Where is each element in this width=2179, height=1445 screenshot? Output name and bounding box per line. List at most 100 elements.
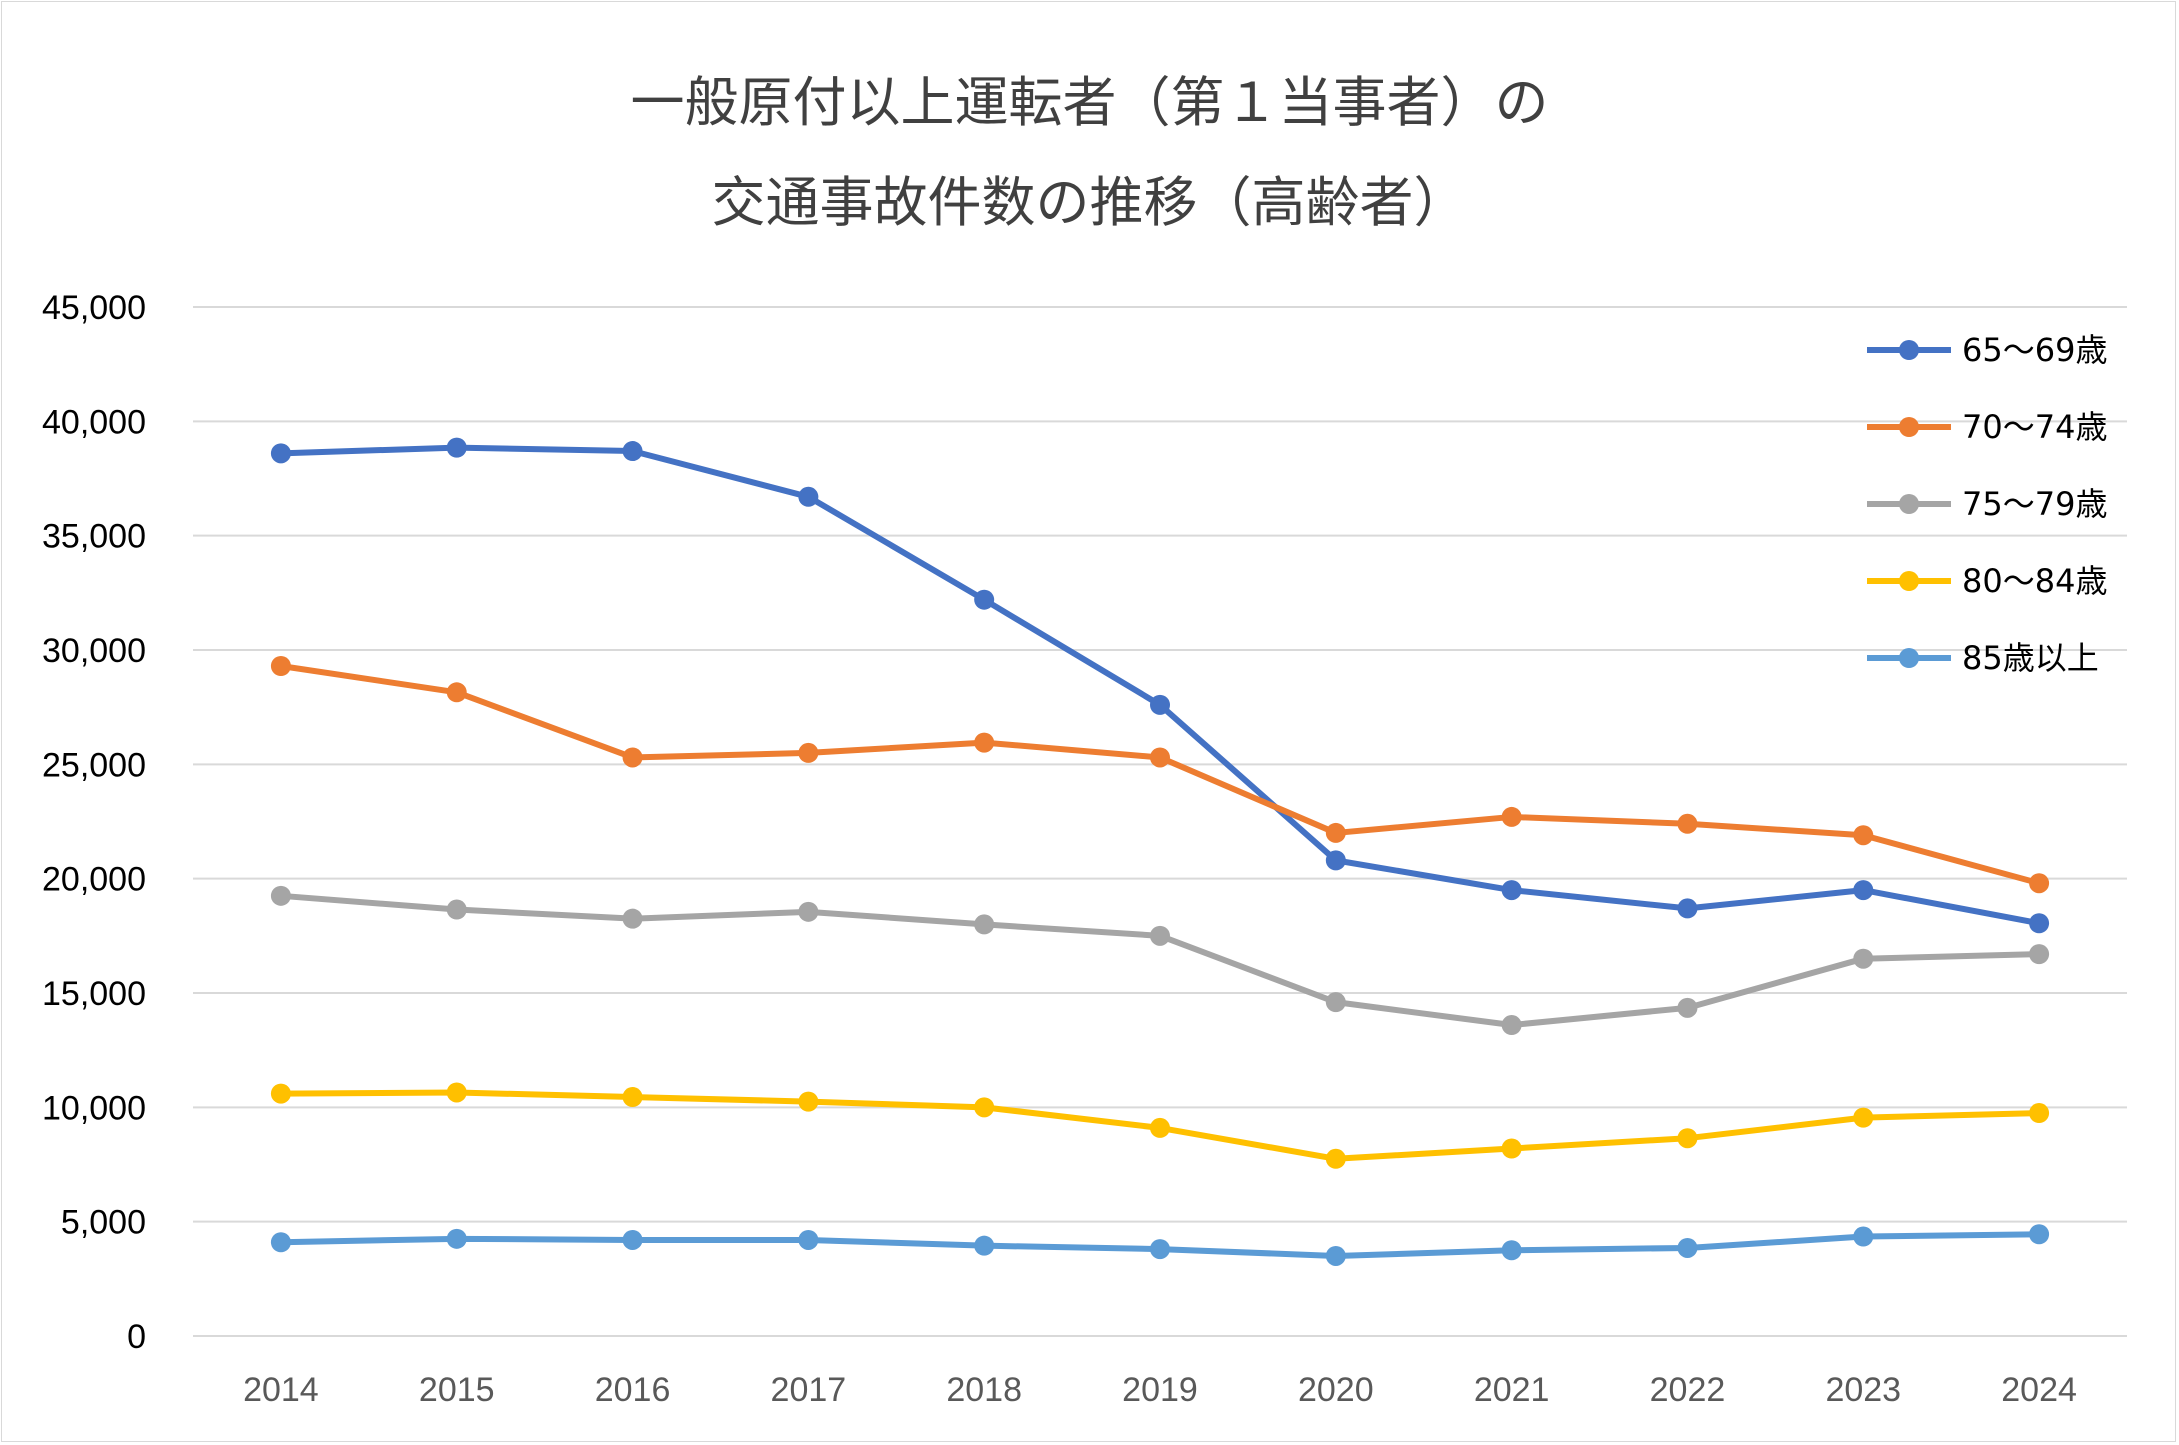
y-tick-label: 20,000 xyxy=(42,861,146,899)
data-point xyxy=(446,437,467,458)
y-tick-label: 40,000 xyxy=(42,403,146,441)
data-point xyxy=(270,885,291,906)
legend-swatch-marker xyxy=(1899,417,1919,437)
y-tick-label: 10,000 xyxy=(42,1089,146,1127)
data-point xyxy=(446,899,467,920)
chart-title-line-1: 一般原付以上運転者（第１当事者）の xyxy=(630,71,1549,134)
legend-swatch-marker xyxy=(1899,494,1919,514)
y-tick-label: 5,000 xyxy=(61,1204,146,1242)
legend-swatch-marker xyxy=(1899,648,1919,668)
data-point xyxy=(622,747,643,768)
x-tick-label: 2024 xyxy=(2001,1371,2077,1409)
x-tick-label: 2022 xyxy=(1650,1371,1726,1409)
data-point xyxy=(798,1229,819,1250)
y-axis-ticks: 0 5,000 10,000 15,000 20,000 25,000 30,000 35,0… xyxy=(42,289,146,1356)
x-tick-label: 2023 xyxy=(1825,1371,1901,1409)
y-tick-label: 15,000 xyxy=(42,975,146,1013)
legend-label: 70～74歳 xyxy=(1962,408,2107,446)
data-point xyxy=(2029,1224,2050,1245)
data-point xyxy=(1677,1237,1698,1258)
chart-title-line-2: 交通事故件数の推移（高齢者） xyxy=(711,171,1468,234)
series-5 xyxy=(270,1224,2050,1266)
data-point xyxy=(1325,992,1346,1013)
y-tick-label: 25,000 xyxy=(42,746,146,784)
series-line xyxy=(277,444,2043,927)
y-tick-label: 0 xyxy=(127,1318,146,1356)
data-point xyxy=(1325,822,1346,843)
x-tick-label: 2019 xyxy=(1122,1371,1198,1409)
data-point xyxy=(1150,747,1170,768)
data-point xyxy=(622,908,643,929)
data-point xyxy=(446,1228,467,1249)
data-point xyxy=(1677,997,1698,1018)
data-point xyxy=(1853,880,1874,901)
data-point xyxy=(622,1229,643,1250)
legend-label: 85歳以上 xyxy=(1962,639,2099,677)
data-point xyxy=(974,589,995,610)
data-point xyxy=(798,901,819,922)
data-point xyxy=(1501,806,1522,827)
data-point xyxy=(1853,825,1874,846)
x-tick-label: 2015 xyxy=(419,1371,495,1409)
x-tick-label: 2016 xyxy=(595,1371,671,1409)
x-tick-label: 2018 xyxy=(946,1371,1022,1409)
legend-swatch-marker xyxy=(1899,571,1919,591)
x-tick-label: 2017 xyxy=(771,1371,847,1409)
legend-item: 85歳以上 xyxy=(1867,639,2099,677)
data-point xyxy=(446,682,467,703)
data-point xyxy=(1853,1226,1874,1247)
data-point xyxy=(1501,1240,1522,1261)
data-point xyxy=(1501,1015,1522,1036)
data-point xyxy=(2029,944,2050,965)
data-point xyxy=(270,656,291,677)
series-line xyxy=(277,892,2043,1029)
data-point xyxy=(622,1087,643,1108)
legend-item: 70～74歳 xyxy=(1867,408,2107,446)
data-point xyxy=(446,1082,467,1103)
legend-label: 80～84歳 xyxy=(1962,562,2107,600)
x-tick-label: 2021 xyxy=(1474,1371,1550,1409)
data-point xyxy=(1150,1117,1170,1138)
series-4 xyxy=(270,1082,2050,1169)
data-point xyxy=(1677,813,1698,834)
data-point xyxy=(974,914,995,935)
x-tick-label: 2014 xyxy=(243,1371,319,1409)
data-point xyxy=(1150,925,1170,946)
data-point xyxy=(1853,948,1874,969)
data-point xyxy=(1325,850,1346,871)
y-tick-label: 35,000 xyxy=(42,518,146,556)
gridlines xyxy=(193,306,2127,1337)
x-tick-label: 2020 xyxy=(1298,1371,1374,1409)
x-axis-ticks: 2014 2015 2016 2017 2018 2019 2020 2021 2022 2023… xyxy=(243,1371,2077,1409)
legend-label: 75～79歳 xyxy=(1962,485,2107,523)
data-point xyxy=(974,1235,995,1256)
data-point xyxy=(1677,898,1698,919)
data-point xyxy=(270,1083,291,1104)
data-point xyxy=(622,441,643,462)
series-3 xyxy=(270,885,2050,1036)
data-point xyxy=(798,1091,819,1112)
legend-swatch-marker xyxy=(1899,340,1919,360)
data-point xyxy=(2029,913,2050,934)
data-point xyxy=(1150,1239,1170,1260)
legend-item: 80～84歳 xyxy=(1867,562,2107,600)
legend-item: 65～69歳 xyxy=(1867,331,2107,369)
y-tick-label: 45,000 xyxy=(42,289,146,327)
series-group xyxy=(270,437,2050,1266)
data-point xyxy=(974,732,995,753)
series-1 xyxy=(270,437,2050,934)
series-2 xyxy=(270,656,2050,894)
data-point xyxy=(2029,873,2050,894)
data-point xyxy=(1853,1107,1874,1128)
legend-label: 65～69歳 xyxy=(1962,331,2107,369)
data-point xyxy=(1677,1128,1698,1149)
data-point xyxy=(2029,1103,2050,1124)
data-point xyxy=(798,486,819,507)
data-point xyxy=(1150,694,1170,715)
data-point xyxy=(270,1232,291,1253)
data-point xyxy=(1501,880,1522,901)
legend-item: 75～79歳 xyxy=(1867,485,2107,523)
data-point xyxy=(1325,1148,1346,1169)
